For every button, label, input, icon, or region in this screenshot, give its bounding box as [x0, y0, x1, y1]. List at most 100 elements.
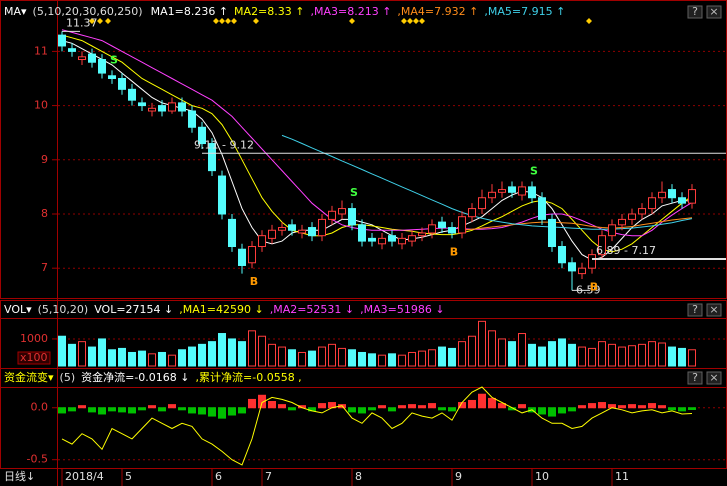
candle-body	[638, 208, 646, 215]
bar	[278, 346, 286, 367]
bar	[588, 403, 596, 409]
candle-body	[418, 232, 426, 237]
bar	[468, 335, 476, 367]
legend-entry: ,MA5=7.915 ↑	[484, 5, 565, 18]
signal: S	[530, 164, 538, 177]
bar	[628, 404, 636, 409]
bar	[478, 320, 486, 367]
y-tick-label: -0.5	[27, 453, 48, 466]
header-item: 资金流变▾	[4, 370, 54, 384]
bar	[228, 407, 236, 416]
candle-body	[598, 235, 606, 256]
bar	[88, 407, 96, 413]
bar	[268, 343, 276, 367]
bar	[408, 351, 416, 367]
panel-button[interactable]	[706, 303, 722, 317]
signal-diamonds	[89, 18, 592, 24]
panel-button-label: ?	[692, 303, 698, 316]
bar	[308, 350, 316, 367]
candle-body	[348, 208, 356, 226]
bar	[618, 346, 626, 367]
bar	[148, 405, 156, 409]
candle-body	[198, 126, 206, 145]
candle-body	[168, 102, 176, 112]
bar	[348, 407, 356, 413]
bar	[548, 407, 556, 417]
panel-button[interactable]	[687, 371, 703, 385]
candle-body	[608, 224, 616, 237]
panel-button[interactable]	[706, 5, 722, 19]
bar	[118, 407, 126, 413]
ma-line	[61, 40, 693, 261]
bar	[568, 343, 576, 367]
bar	[68, 343, 76, 367]
bar	[178, 407, 186, 411]
diamonds	[89, 18, 592, 24]
candle-body	[458, 216, 466, 234]
candle-body	[528, 186, 536, 199]
signal: S	[110, 53, 118, 66]
bar	[108, 407, 116, 412]
bar	[158, 407, 166, 412]
bar	[488, 397, 496, 409]
panel-button[interactable]	[687, 5, 703, 19]
candle-body	[238, 248, 246, 266]
header-item: (5,10,20,30,60,250)	[33, 5, 143, 18]
candle-body	[188, 110, 196, 128]
x-tick-label: 8	[355, 470, 362, 483]
ma-line	[61, 29, 693, 237]
signal: B	[590, 281, 598, 294]
candle-body	[328, 210, 336, 220]
bar	[138, 350, 146, 367]
panel-button-label: ?	[692, 371, 698, 384]
bar	[188, 346, 196, 367]
unit-box	[17, 351, 51, 365]
y-tick-label: 7	[41, 261, 48, 274]
bar	[668, 407, 676, 411]
bar	[508, 341, 516, 367]
bar	[398, 354, 406, 367]
signal: B	[450, 245, 458, 258]
bar	[328, 343, 336, 367]
candle-body	[518, 186, 526, 196]
bar	[158, 351, 166, 367]
bar	[258, 394, 266, 409]
candle-body	[688, 189, 696, 204]
candle-body	[678, 197, 686, 204]
bar	[78, 405, 86, 409]
candle-body	[468, 208, 476, 218]
period-label: 日线↓	[4, 469, 35, 483]
bar	[138, 407, 146, 411]
y-tick-label: 1000	[20, 332, 48, 345]
panel-button[interactable]	[706, 371, 722, 385]
y-tick-label: 10	[34, 99, 48, 112]
candle-body	[448, 227, 456, 234]
bar	[298, 351, 306, 367]
x-tick-label: 10	[535, 470, 549, 483]
bar	[608, 343, 616, 367]
bar	[638, 405, 646, 409]
legend-entry: MA1=8.236 ↑	[151, 5, 228, 18]
bar	[418, 350, 426, 367]
candle-body	[278, 227, 286, 231]
bar	[578, 405, 586, 409]
bar	[338, 347, 346, 367]
candle-body	[478, 197, 486, 210]
candle-body	[288, 224, 296, 231]
header-item: 资金净流=-0.0168 ↓	[81, 370, 189, 384]
candle-body	[438, 221, 446, 229]
bar	[218, 407, 226, 419]
bar	[348, 349, 356, 367]
bar	[678, 407, 686, 412]
candle-body	[498, 189, 506, 193]
bar	[248, 330, 256, 367]
bar	[178, 349, 186, 367]
bar	[538, 407, 546, 415]
ma-line	[461, 217, 693, 231]
signal: S	[350, 186, 358, 199]
candle-body	[668, 189, 676, 199]
bar	[268, 401, 276, 409]
bar	[228, 338, 236, 367]
candle-body	[78, 56, 86, 61]
panel-button[interactable]	[687, 303, 703, 317]
